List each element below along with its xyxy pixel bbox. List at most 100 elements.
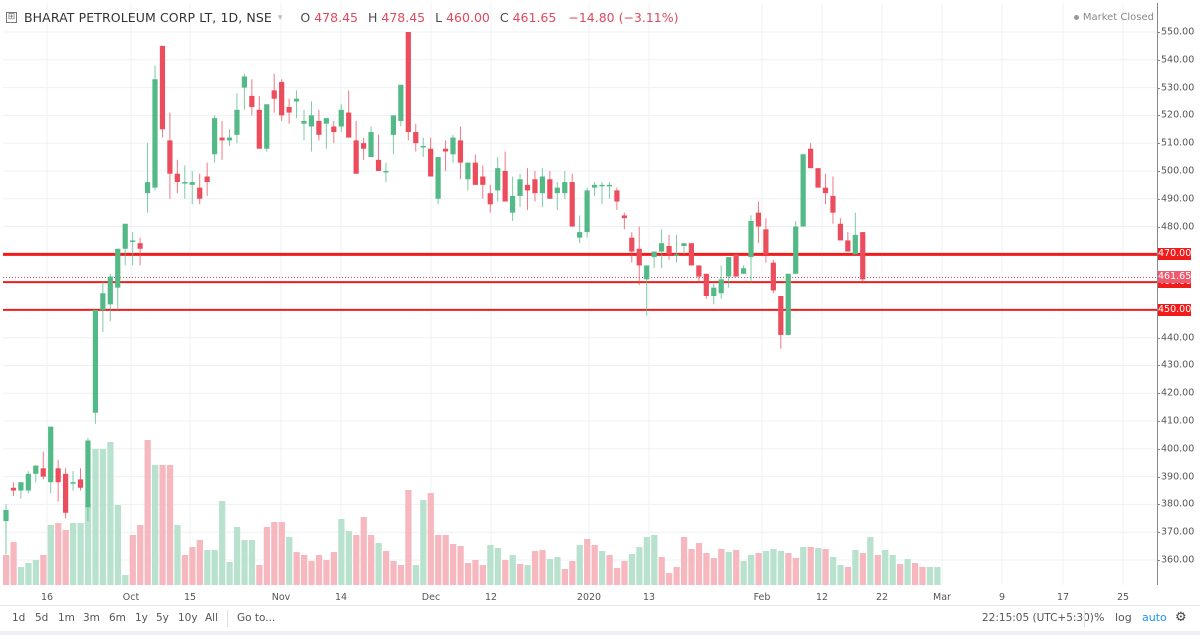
candle[interactable]: [18, 482, 24, 491]
candle[interactable]: [107, 276, 113, 305]
candle[interactable]: [457, 140, 464, 163]
range-1y-button[interactable]: 1y: [135, 612, 148, 624]
candle[interactable]: [375, 159, 382, 171]
candle[interactable]: [234, 109, 240, 135]
candle[interactable]: [740, 268, 747, 274]
candle[interactable]: [562, 182, 568, 194]
gear-icon[interactable]: ⚙: [1175, 610, 1187, 625]
candle[interactable]: [361, 143, 367, 149]
candle[interactable]: [428, 148, 434, 177]
candle[interactable]: [122, 223, 128, 249]
candle[interactable]: [584, 190, 590, 233]
candle[interactable]: [673, 254, 680, 256]
candle[interactable]: [621, 215, 627, 219]
candle[interactable]: [495, 168, 501, 191]
candle[interactable]: [554, 187, 560, 194]
candle[interactable]: [718, 279, 724, 294]
range-10y-button[interactable]: 10y: [178, 612, 198, 624]
range-all-button[interactable]: All: [205, 612, 219, 624]
candle[interactable]: [219, 137, 225, 141]
candle[interactable]: [398, 84, 404, 121]
log-scale-toggle[interactable]: log: [1115, 611, 1132, 624]
candle[interactable]: [793, 226, 799, 274]
candle[interactable]: [726, 257, 732, 277]
candle[interactable]: [763, 229, 769, 255]
candle[interactable]: [577, 232, 583, 238]
candle[interactable]: [487, 193, 493, 205]
range-6m-button[interactable]: 6m: [109, 612, 126, 624]
candle[interactable]: [659, 243, 665, 252]
candle[interactable]: [860, 232, 866, 280]
hline-price-tag[interactable]: 450.00: [1158, 303, 1192, 316]
candle[interactable]: [629, 237, 635, 252]
candle[interactable]: [264, 104, 270, 149]
candle[interactable]: [778, 296, 784, 335]
candle[interactable]: [100, 293, 106, 310]
candle[interactable]: [547, 179, 553, 199]
candle[interactable]: [442, 148, 449, 152]
percent-scale-toggle[interactable]: %: [1094, 611, 1105, 624]
candle[interactable]: [241, 76, 247, 88]
candle[interactable]: [130, 240, 136, 242]
candle[interactable]: [785, 273, 791, 335]
candle[interactable]: [636, 248, 642, 266]
candle[interactable]: [323, 118, 329, 124]
range-1d-button[interactable]: 1d: [12, 612, 26, 624]
symbol-title[interactable]: BHARAT PETROLEUM CORP LT, 1D, NSE: [24, 10, 272, 25]
candle[interactable]: [688, 243, 694, 266]
candle[interactable]: [92, 309, 98, 413]
expand-icon[interactable]: ⊞: [6, 12, 17, 23]
candle[interactable]: [316, 120, 322, 135]
candle[interactable]: [338, 109, 344, 127]
candle[interactable]: [63, 473, 69, 513]
candle[interactable]: [748, 220, 754, 258]
candle[interactable]: [115, 248, 121, 288]
candle[interactable]: [822, 187, 829, 194]
candle[interactable]: [174, 173, 180, 183]
candle[interactable]: [331, 126, 337, 133]
candle[interactable]: [182, 182, 188, 184]
candle[interactable]: [703, 273, 709, 297]
candle[interactable]: [569, 182, 575, 227]
candle[interactable]: [40, 468, 46, 477]
candle[interactable]: [368, 132, 374, 158]
clock-timezone[interactable]: 22:15:05 (UTC+5:30): [982, 612, 1094, 624]
candle[interactable]: [405, 32, 411, 133]
hline-price-tag[interactable]: 470.00: [1158, 248, 1192, 261]
candle[interactable]: [33, 465, 39, 474]
candle[interactable]: [733, 254, 739, 277]
candle[interactable]: [800, 154, 806, 227]
candle[interactable]: [808, 148, 814, 169]
range-1m-button[interactable]: 1m: [58, 612, 75, 624]
candle[interactable]: [711, 287, 717, 297]
candle[interactable]: [286, 107, 292, 113]
candle[interactable]: [651, 251, 657, 258]
candle[interactable]: [144, 182, 151, 194]
candle[interactable]: [532, 179, 538, 194]
candle[interactable]: [10, 487, 17, 491]
range-3m-button[interactable]: 3m: [83, 612, 100, 624]
candle[interactable]: [815, 168, 821, 188]
candle[interactable]: [197, 187, 203, 199]
candle[interactable]: [420, 145, 426, 148]
candle[interactable]: [167, 140, 173, 174]
candle[interactable]: [353, 140, 359, 174]
candle[interactable]: [770, 262, 776, 291]
candle[interactable]: [591, 184, 598, 188]
range-5d-button[interactable]: 5d: [35, 612, 49, 624]
candle[interactable]: [837, 223, 843, 241]
candle[interactable]: [845, 240, 851, 252]
range-5y-button[interactable]: 5y: [156, 612, 169, 624]
candle[interactable]: [70, 482, 76, 484]
candlestick-chart[interactable]: [3, 3, 1157, 585]
candle[interactable]: [25, 473, 31, 491]
auto-scale-toggle[interactable]: auto: [1142, 611, 1167, 624]
candle[interactable]: [204, 176, 210, 183]
candle[interactable]: [852, 234, 858, 255]
chevron-down-icon[interactable]: ▾: [277, 12, 283, 23]
candle[interactable]: [77, 479, 84, 488]
goto-date-button[interactable]: Go to...: [237, 612, 276, 624]
candle[interactable]: [465, 162, 471, 180]
candle[interactable]: [666, 245, 672, 255]
candle[interactable]: [48, 426, 54, 483]
